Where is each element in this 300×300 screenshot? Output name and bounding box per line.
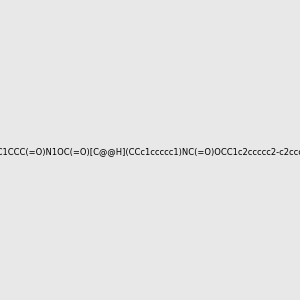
Text: O=C1CCC(=O)N1OC(=O)[C@@H](CCc1ccccc1)NC(=O)OCC1c2ccccc2-c2ccccc21: O=C1CCC(=O)N1OC(=O)[C@@H](CCc1ccccc1)NC(… xyxy=(0,147,300,156)
